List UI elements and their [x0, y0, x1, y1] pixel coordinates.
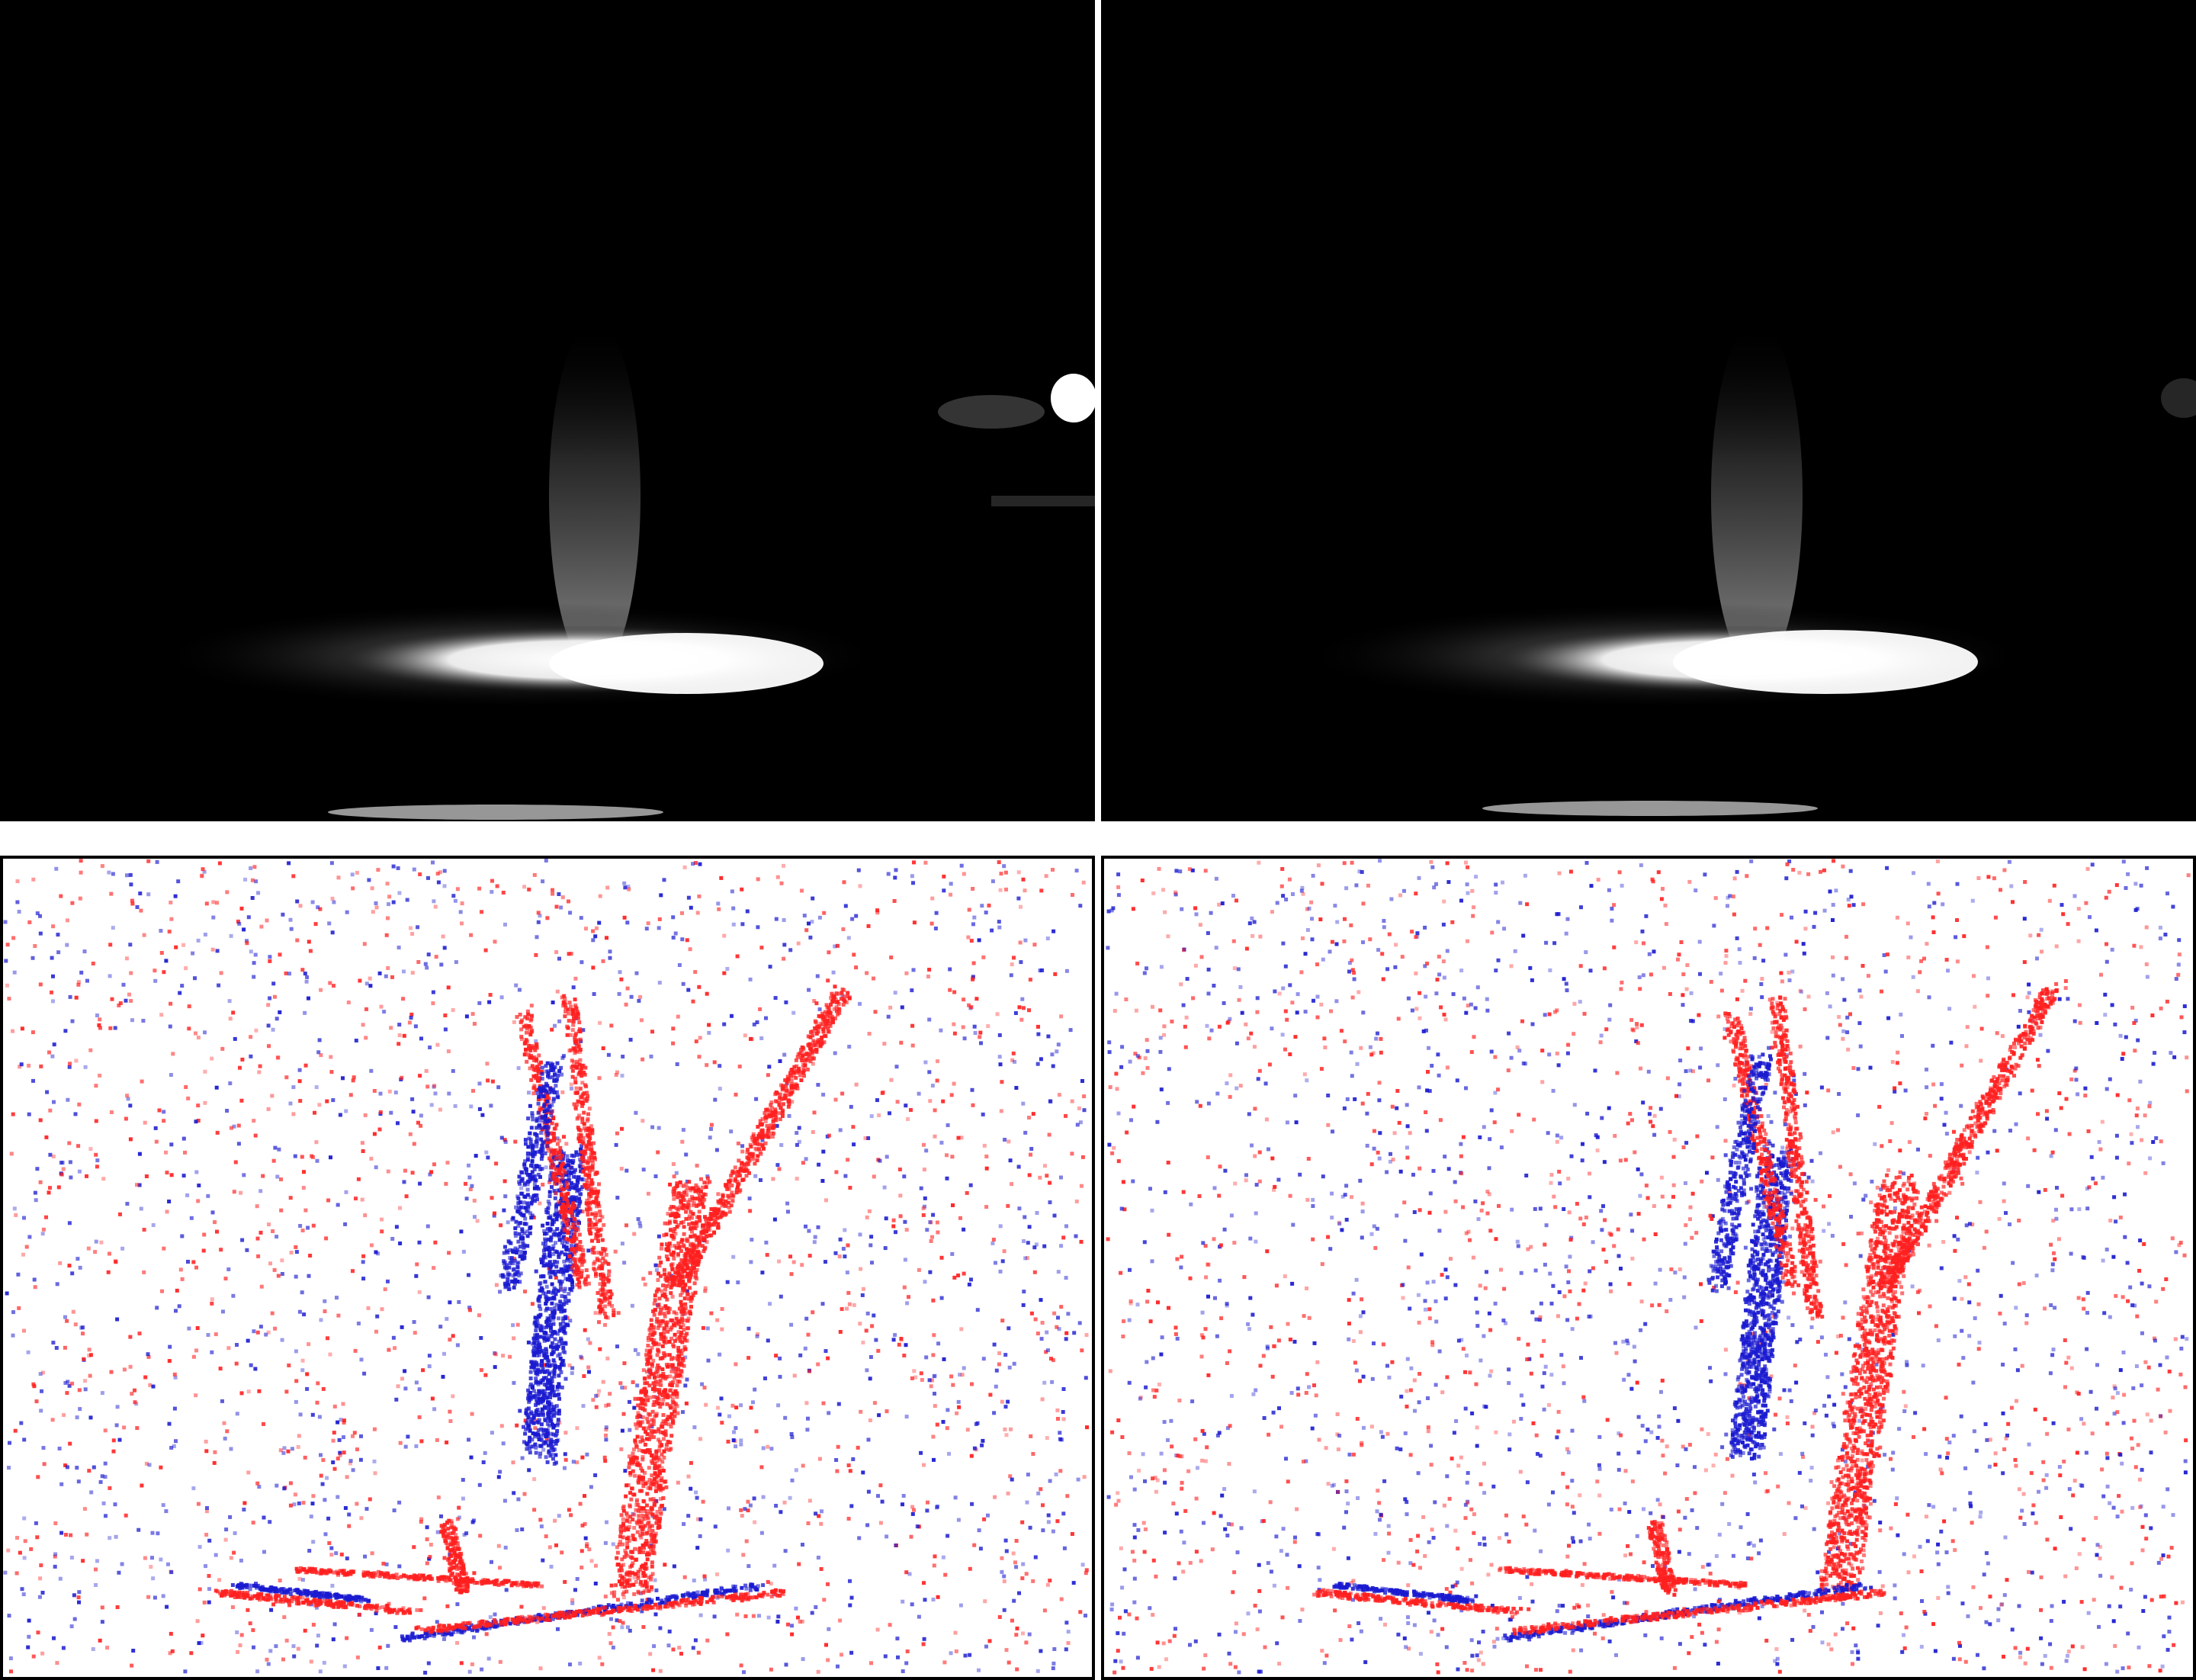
grayscale-frame-left	[0, 0, 1095, 821]
event-map-right	[1101, 856, 2196, 1680]
grayscale-frame-right	[1101, 0, 2196, 821]
street-light	[1051, 374, 1095, 422]
trunk-glow	[549, 320, 640, 671]
event-map-right-image	[1106, 859, 2191, 1675]
event-map-left-image	[3, 859, 1089, 1675]
frame-right-image	[1101, 0, 2196, 821]
event-map-left	[0, 856, 1095, 1680]
frame-left-image	[0, 0, 1095, 821]
